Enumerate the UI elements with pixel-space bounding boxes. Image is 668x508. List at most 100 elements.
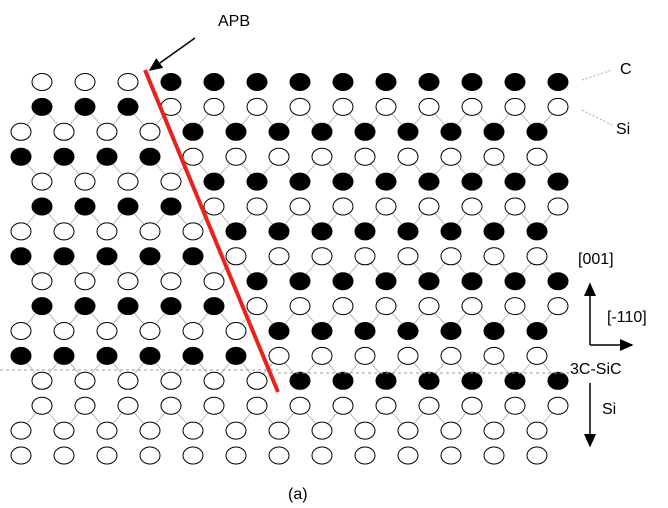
carbon-atom (290, 273, 310, 290)
silicon-atom (312, 248, 332, 265)
carbon-atom (140, 148, 160, 165)
carbon-atom (269, 123, 289, 140)
carbon-atom (333, 74, 353, 91)
silicon-atom (204, 198, 224, 215)
carbon-atom (548, 74, 568, 91)
silicon-atom (32, 273, 52, 290)
carbon-atom (54, 248, 74, 265)
silicon-atom (140, 123, 160, 140)
carbon-atom (118, 198, 138, 215)
silicon-atom (204, 98, 224, 115)
silicon-atom (97, 223, 117, 240)
silicon-atom (505, 198, 525, 215)
carbon-atom (97, 347, 117, 364)
silicon-atom (290, 198, 310, 215)
silicon-atom (527, 248, 547, 265)
carbon-atom (11, 148, 31, 165)
silicon-atom (54, 323, 74, 340)
silicon-atom (290, 98, 310, 115)
silicon-atom (441, 248, 461, 265)
silicon-atom (247, 298, 267, 315)
silicon-atom (247, 198, 267, 215)
carbon-atom (140, 248, 160, 265)
silicon-atom (398, 248, 418, 265)
caption: (a) (288, 486, 308, 503)
silicon-atom (161, 173, 181, 190)
carbon-atom (183, 123, 203, 140)
carbon-atom (312, 223, 332, 240)
silicon-atom (376, 98, 396, 115)
silicon-atom (269, 248, 289, 265)
silicon-atom (161, 273, 181, 290)
silicon-atom (97, 447, 117, 464)
silicon-atom (54, 447, 74, 464)
carbon-atom (376, 74, 396, 91)
silicon-atom (118, 74, 138, 91)
silicon-atom (140, 447, 160, 464)
silicon-atom (97, 422, 117, 439)
carbon-atom (183, 347, 203, 364)
silicon-atom (118, 372, 138, 389)
silicon-atom (269, 148, 289, 165)
silicon-atom (312, 447, 332, 464)
silicon-atom (376, 397, 396, 414)
silicon-atom (398, 148, 418, 165)
carbon-atom (398, 323, 418, 340)
carbon-atom (505, 173, 525, 190)
silicon-atom (204, 372, 224, 389)
carbon-atom (376, 273, 396, 290)
carbon-atom (484, 323, 504, 340)
silicon-atom (11, 123, 31, 140)
silicon-atom (183, 223, 203, 240)
carbon-atom (548, 173, 568, 190)
silicon-atom (183, 447, 203, 464)
silicon-atom (183, 422, 203, 439)
silicon-atom (376, 198, 396, 215)
silicon-atom (548, 397, 568, 414)
carbon-atom (312, 323, 332, 340)
carbon-atom (226, 123, 246, 140)
silicon-atom (75, 173, 95, 190)
carbon-atom (355, 123, 375, 140)
silicon-atom (54, 223, 74, 240)
silicon-atom (333, 397, 353, 414)
carbon-atom (333, 372, 353, 389)
carbon-atom (204, 74, 224, 91)
carbon-atom (183, 248, 203, 265)
silicon-atom (398, 422, 418, 439)
silicon-atom (505, 397, 525, 414)
carbon-atom (290, 372, 310, 389)
silicon-atom (226, 323, 246, 340)
silicon-atom (505, 298, 525, 315)
silicon-atom (32, 372, 52, 389)
silicon-atom (247, 397, 267, 414)
silicon-atom (118, 397, 138, 414)
carbon-atom (161, 298, 181, 315)
apb-label: APB (218, 13, 250, 30)
silicon-atom (355, 248, 375, 265)
silicon-atom (484, 347, 504, 364)
silicon-atom (333, 198, 353, 215)
silicon-atom (204, 397, 224, 414)
carbon-atom (462, 273, 482, 290)
carbon-atom (204, 298, 224, 315)
silicon-atom (462, 198, 482, 215)
silicon-atom (333, 98, 353, 115)
silicon-atom (54, 123, 74, 140)
carbon-atom (140, 347, 160, 364)
carbon-atom (54, 347, 74, 364)
silicon-atom (419, 397, 439, 414)
silicon-atom (54, 422, 74, 439)
silicon-atom (527, 347, 547, 364)
carbon-atom (419, 74, 439, 91)
carbon-atom (355, 223, 375, 240)
carbon-atom (505, 372, 525, 389)
carbon-atom (419, 273, 439, 290)
silicon-atom (183, 323, 203, 340)
silicon-atom (11, 447, 31, 464)
silicon-atom (11, 223, 31, 240)
carbon-atom (527, 123, 547, 140)
carbon-atom (75, 198, 95, 215)
silicon-atom (140, 223, 160, 240)
carbon-atom (441, 323, 461, 340)
